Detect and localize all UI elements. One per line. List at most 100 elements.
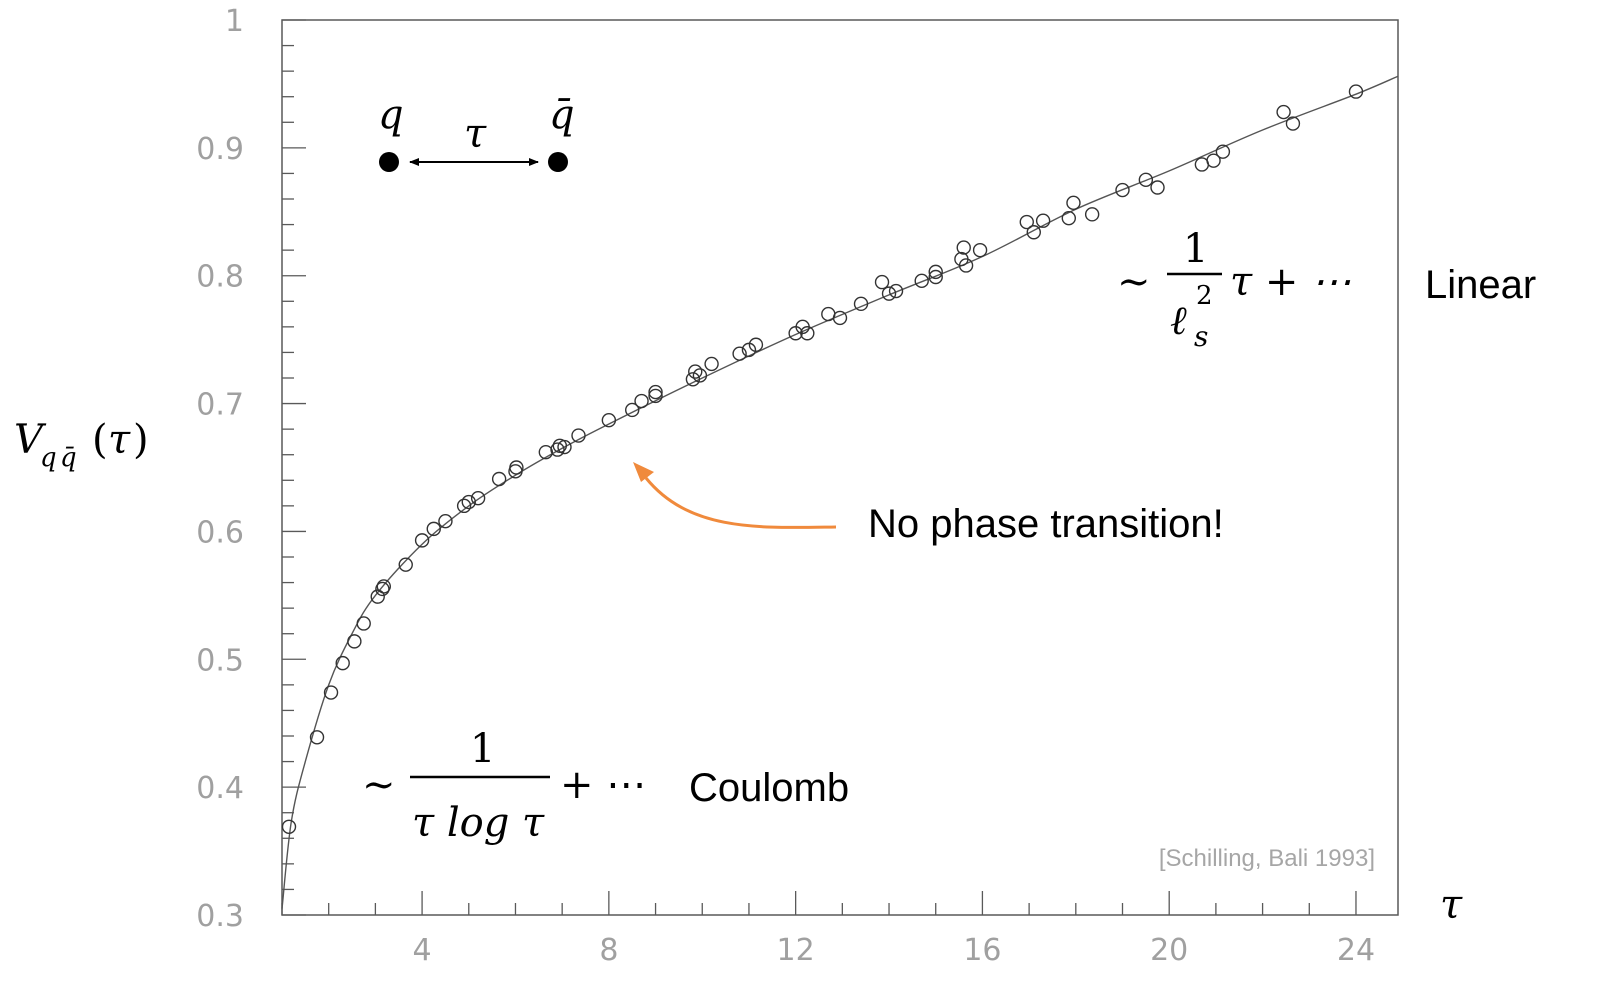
data-point [928, 269, 943, 285]
data-point [438, 514, 453, 529]
y-tick-label: 0.7 [196, 388, 244, 423]
data-point [557, 439, 572, 455]
linear-formula: ∼ 1 ℓ s 2 τ + ⋯ [1117, 226, 1351, 353]
data-point [323, 685, 339, 700]
data-point [398, 557, 413, 572]
svg-text:s: s [1194, 320, 1208, 353]
data-point [634, 393, 649, 409]
data-point [347, 634, 362, 649]
data-point [625, 402, 640, 418]
y-tick-label: 0.4 [196, 771, 244, 806]
data-point [956, 240, 971, 255]
antiquark-label: q̄ [549, 92, 575, 138]
x-tick-label: 24 [1337, 933, 1375, 968]
x-axis: 4 8 12 16 20 24 [281, 891, 1375, 968]
quark-label: q [378, 92, 404, 138]
data-point [874, 274, 890, 290]
data-point [732, 346, 747, 361]
data-point [881, 286, 897, 301]
phase-arrowhead [633, 462, 654, 482]
data-point [1066, 195, 1081, 211]
data-point [491, 471, 507, 487]
data-point [281, 819, 297, 834]
data-point [1026, 225, 1041, 240]
data-point [376, 579, 391, 594]
linear-label: Linear [1425, 263, 1536, 307]
separation-label: τ [464, 111, 487, 157]
y-tick-label: 1 [225, 4, 244, 39]
data-point [832, 310, 848, 326]
data-point [958, 258, 974, 273]
data-point [928, 264, 943, 280]
data-point [648, 388, 663, 404]
data-point [1115, 182, 1130, 198]
svg-text:(: ( [92, 417, 108, 463]
data-point [648, 384, 663, 400]
data-point [550, 442, 565, 457]
data-point [692, 368, 708, 383]
svg-text:1: 1 [1183, 226, 1208, 272]
data-point [414, 533, 430, 548]
quark-dot [379, 152, 399, 172]
data-point [426, 521, 441, 537]
x-tick-label: 8 [599, 933, 618, 968]
data-point [1150, 180, 1165, 195]
quark-diagram: q q̄ τ [378, 92, 575, 172]
phase-note: No phase transition! [868, 502, 1224, 546]
svg-text:τ + ⋯: τ + ⋯ [1230, 259, 1351, 305]
data-point [601, 412, 617, 428]
data-point [914, 273, 929, 289]
data-point [1035, 213, 1051, 228]
data-point [800, 326, 815, 341]
data-point [888, 283, 904, 299]
x-tick-label: 12 [777, 933, 815, 968]
antiquark-dot [548, 152, 568, 172]
svg-text:): ) [133, 417, 149, 463]
data-point [356, 616, 371, 631]
data-point [538, 444, 554, 460]
x-tick-label: 4 [413, 933, 432, 968]
phase-arrow [644, 477, 837, 529]
data-point [470, 490, 486, 506]
y-tick-label: 0.5 [196, 643, 244, 678]
citation: [Schilling, Bali 1993] [1159, 845, 1375, 872]
svg-text:∼: ∼ [1117, 259, 1151, 305]
y-tick-label: 0.9 [196, 132, 244, 167]
data-point [456, 498, 472, 514]
fit-curve [281, 75, 1399, 909]
data-point [309, 730, 325, 745]
data-point [688, 364, 703, 379]
x-tick-label: 20 [1150, 933, 1188, 968]
svg-text:V: V [14, 417, 47, 463]
data-point [571, 428, 586, 443]
data-point [685, 372, 701, 387]
coulomb-label: Coulomb [689, 766, 849, 810]
plot-frame [281, 19, 1399, 916]
x-tick-label: 16 [963, 933, 1001, 968]
y-axis: 0.3 0.4 0.5 0.6 0.7 0.8 0.9 1 [196, 4, 306, 934]
data-point [1061, 210, 1077, 226]
svg-text:1: 1 [470, 726, 495, 772]
y-axis-title: V q q̄ ( τ ) [14, 417, 149, 473]
data-point [972, 242, 988, 258]
x-axis-title: τ [1440, 882, 1463, 928]
svg-text:q: q [40, 443, 57, 473]
data-point [1138, 172, 1154, 188]
data-point [461, 494, 476, 510]
data-point [1084, 207, 1100, 222]
data-point [375, 581, 390, 597]
y-tick-label: 0.3 [196, 899, 244, 934]
data-point [1019, 214, 1034, 230]
svg-text:∼: ∼ [362, 762, 396, 808]
data-point [1206, 153, 1221, 168]
svg-text:ℓ: ℓ [1170, 298, 1187, 344]
data-point [1276, 104, 1291, 120]
data-points [281, 84, 1364, 834]
data-point [704, 356, 719, 372]
data-point [335, 655, 350, 671]
data-point [1348, 84, 1364, 99]
svg-text:τ: τ [108, 417, 131, 463]
data-point [509, 460, 524, 475]
y-tick-label: 0.8 [196, 260, 244, 295]
